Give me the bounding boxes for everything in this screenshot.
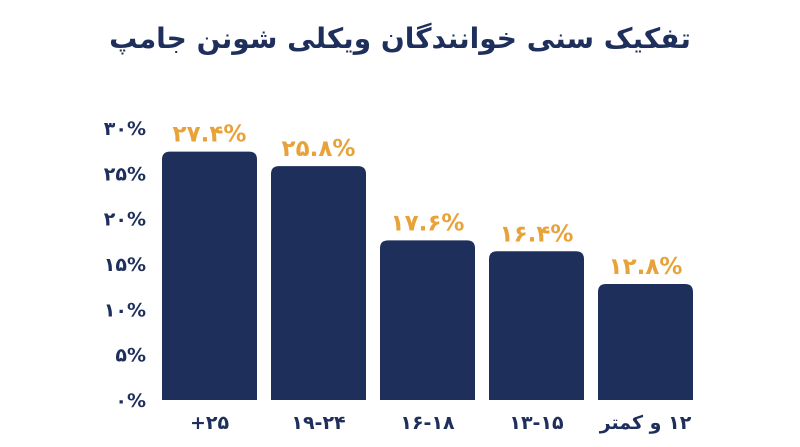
x-tick-label: ۱۲ و کمتر bbox=[599, 412, 692, 434]
bar bbox=[271, 166, 366, 400]
y-tick-label: ۲۰% bbox=[104, 209, 146, 231]
bar bbox=[162, 151, 257, 400]
y-tick-label: ۱۵% bbox=[104, 254, 146, 276]
y-tick-label: ۲۵% bbox=[104, 163, 146, 185]
data-label: ۱۶.۴% bbox=[500, 221, 574, 247]
x-tick-label: ۱۹-۲۴ bbox=[291, 412, 345, 434]
data-label: ۱۷.۶% bbox=[391, 210, 465, 236]
bar bbox=[489, 251, 584, 400]
y-tick-label: ۳۰% bbox=[104, 118, 146, 140]
bar bbox=[598, 283, 693, 400]
x-tick-label: ۱۳-۱۵ bbox=[509, 412, 564, 434]
data-label: ۲۵.۸% bbox=[282, 136, 356, 162]
y-tick-label: ۵% bbox=[115, 345, 146, 367]
data-label: ۱۲.۸% bbox=[609, 254, 683, 280]
x-tick-label: ۱۶-۱۸ bbox=[400, 412, 455, 434]
bar bbox=[380, 240, 475, 400]
data-label: ۲۷.۴% bbox=[173, 122, 247, 148]
y-tick-label: ۱۰% bbox=[104, 299, 146, 321]
x-tick-label: ۲۵+ bbox=[190, 412, 230, 434]
chart-title: تفکیک سنی خوانندگان ویکلی شونن جامپ bbox=[109, 22, 691, 55]
y-tick-label: ۰% bbox=[115, 390, 146, 412]
